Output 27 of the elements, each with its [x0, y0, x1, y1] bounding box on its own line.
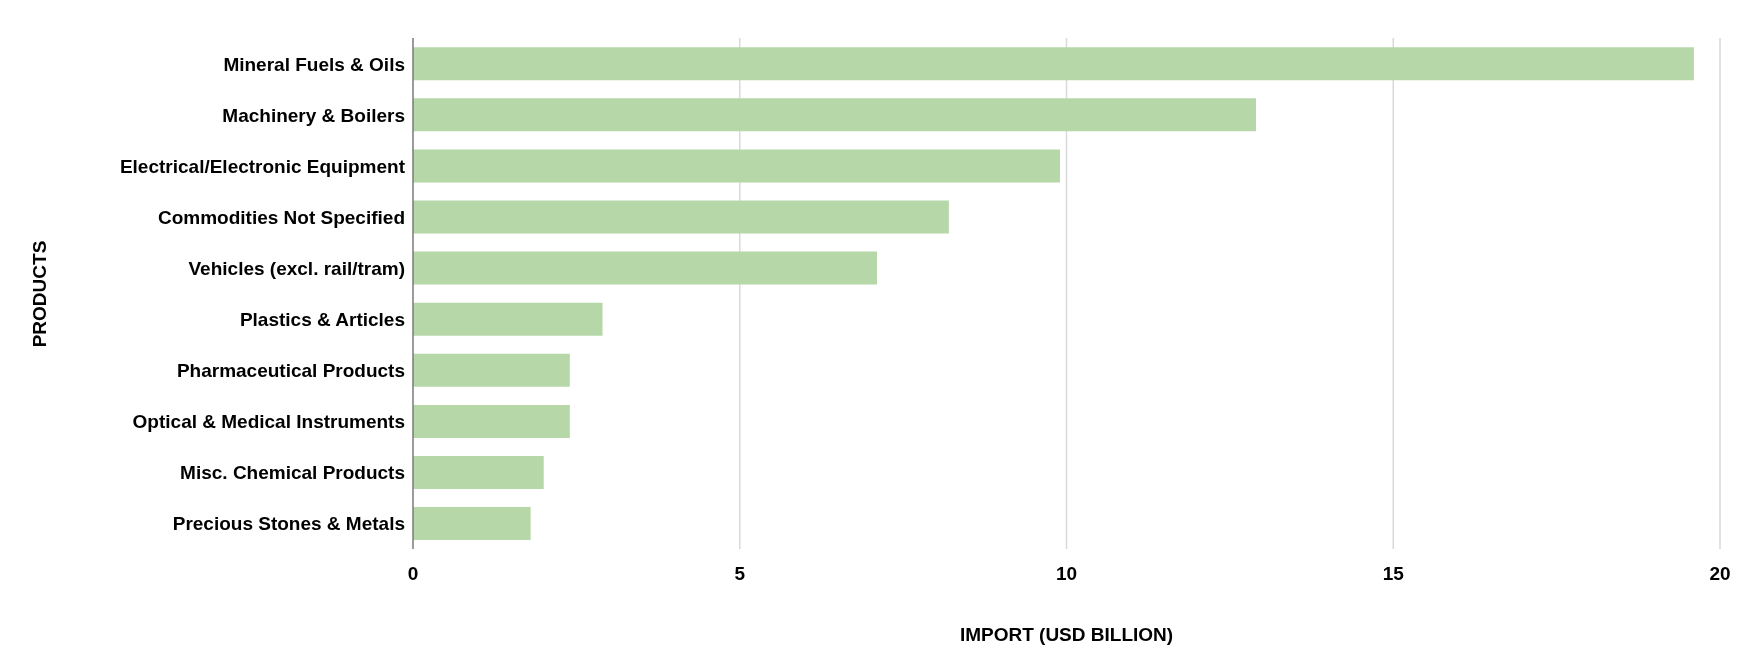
bar [413, 98, 1257, 132]
x-tick-label: 15 [1382, 563, 1405, 585]
bar [413, 404, 570, 438]
x-tick-label: 0 [407, 563, 419, 585]
bar [413, 507, 531, 541]
bar [413, 200, 949, 234]
y-tick-label: Mineral Fuels & Oils [223, 53, 405, 75]
bar [413, 47, 1694, 81]
y-tick-label: Misc. Chemical Products [180, 461, 405, 483]
y-tick-label: Machinery & Boilers [222, 104, 405, 126]
y-tick-label: Optical & Medical Instruments [132, 410, 405, 432]
y-tick-label: Precious Stones & Metals [172, 512, 405, 534]
x-tick-label: 20 [1709, 563, 1731, 585]
y-tick-label: Pharmaceutical Products [176, 359, 405, 381]
y-tick-label: Electrical/Electronic Equipment [119, 155, 406, 177]
y-tick-label: Plastics & Articles [239, 308, 405, 330]
bar [413, 353, 570, 387]
y-tick-label: Commodities Not Specified [157, 206, 405, 228]
x-tick-label: 5 [734, 563, 746, 585]
y-tick-label: Vehicles (excl. rail/tram) [188, 257, 405, 279]
x-tick-label: 10 [1055, 563, 1078, 585]
bar [413, 251, 877, 285]
bar [413, 456, 544, 489]
x-axis-title: IMPORT (USD BILLION) [959, 624, 1174, 645]
y-axis-title: PRODUCTS [29, 240, 51, 347]
bar [413, 302, 603, 336]
bar [413, 149, 1060, 183]
